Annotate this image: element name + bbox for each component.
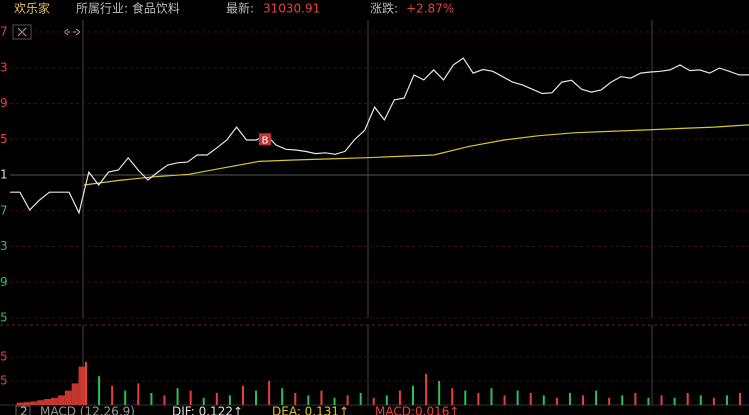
volume-bar <box>451 388 454 405</box>
volume-bar <box>137 383 140 405</box>
pane-number: 2 <box>20 405 28 415</box>
y-tick-label: 9 <box>0 96 8 110</box>
volume-bar <box>163 395 166 405</box>
volume-bar <box>294 393 297 405</box>
volume-bar <box>150 393 153 405</box>
volume-bar <box>595 390 598 405</box>
volume-bar <box>333 397 336 405</box>
vol-tick-label: 5 <box>0 374 8 388</box>
macd: MACD:0.016↑ <box>375 405 459 415</box>
volume-bar <box>111 385 114 405</box>
volume-bar <box>215 393 218 405</box>
latest-value: 31030.91 <box>263 2 320 16</box>
volume-bar <box>189 390 192 405</box>
volume-bar <box>241 385 244 405</box>
volume-bar <box>307 395 310 405</box>
volume-bar <box>425 373 428 405</box>
volume-bar <box>281 388 284 405</box>
volume-bar <box>621 395 624 405</box>
volume-bar <box>699 395 702 405</box>
change-value: +2.87% <box>406 2 454 16</box>
volume-bar <box>346 395 349 405</box>
volume-bar <box>255 390 258 405</box>
volume-bar <box>634 393 637 405</box>
volume-bar <box>608 397 611 405</box>
volume-bar <box>176 388 179 405</box>
volume-bar <box>124 390 127 405</box>
vol-tick-label: 5 <box>0 350 8 364</box>
volume-bar <box>412 385 414 405</box>
volume-bar <box>202 397 205 405</box>
pre-volume-bar <box>64 390 72 405</box>
volume-bar <box>529 393 532 405</box>
volume-bar <box>712 397 715 405</box>
volume-bar <box>516 390 519 405</box>
pre-volume-bar <box>51 397 58 405</box>
industry: 所属行业: 食品饮料 <box>76 1 180 16</box>
volume-bar <box>85 361 87 405</box>
stock-name: 欢乐家 <box>14 1 50 16</box>
volume-bar <box>98 376 101 405</box>
volume-bar <box>686 393 689 405</box>
trade-marker <box>259 133 271 146</box>
y-tick-label: 3 <box>0 60 8 74</box>
y-tick-label: 5 <box>0 311 8 325</box>
volume-bar <box>555 397 558 405</box>
pre-volume-bar <box>44 399 51 405</box>
volume-bar <box>582 395 585 405</box>
volume-bar <box>568 393 571 405</box>
volume-bar <box>490 388 493 405</box>
y-tick-label: 3 <box>0 239 8 253</box>
volume-bar <box>464 390 467 405</box>
y-tick-label: 7 <box>0 25 8 39</box>
volume-bar <box>647 397 650 405</box>
volume-bar <box>739 393 741 405</box>
volume-bar <box>660 395 663 405</box>
volume-bar <box>320 390 323 405</box>
volume-bar <box>477 393 480 405</box>
volume-bar <box>725 395 728 405</box>
line-average <box>83 124 749 186</box>
volume-bar <box>372 397 375 405</box>
y-tick-label: 5 <box>0 132 8 146</box>
change-label: 涨跌: <box>370 1 398 16</box>
dif: DIF: 0.122↑ <box>172 405 243 415</box>
pre-volume-bar <box>57 395 65 405</box>
pre-volume-bar <box>23 402 31 405</box>
volume-bar <box>359 393 362 405</box>
dea: DEA: 0.131↑ <box>272 405 349 415</box>
y-tick-label: 1 <box>0 168 8 182</box>
volume-bar <box>542 395 545 405</box>
pre-volume-bar <box>30 401 38 405</box>
indicator: MACD (12,26,9) <box>40 405 135 415</box>
latest-label: 最新: <box>226 1 254 16</box>
pre-volume-bar <box>37 400 45 405</box>
volume-bar <box>228 395 231 405</box>
volume-bar <box>385 395 388 405</box>
volume-bar <box>398 390 401 405</box>
volume-bar <box>438 381 441 405</box>
y-tick-label: 9 <box>0 275 8 289</box>
y-tick-label: 7 <box>0 203 8 217</box>
line-price <box>10 57 749 215</box>
volume-bar <box>268 381 271 405</box>
marker-text: B <box>262 135 269 146</box>
volume-bar <box>673 397 676 405</box>
pre-volume-bar <box>71 383 79 405</box>
pane-button[interactable] <box>15 405 31 415</box>
pre-volume-bar <box>78 366 86 405</box>
pre-volume-bar <box>16 402 24 405</box>
volume-bar <box>503 395 506 405</box>
